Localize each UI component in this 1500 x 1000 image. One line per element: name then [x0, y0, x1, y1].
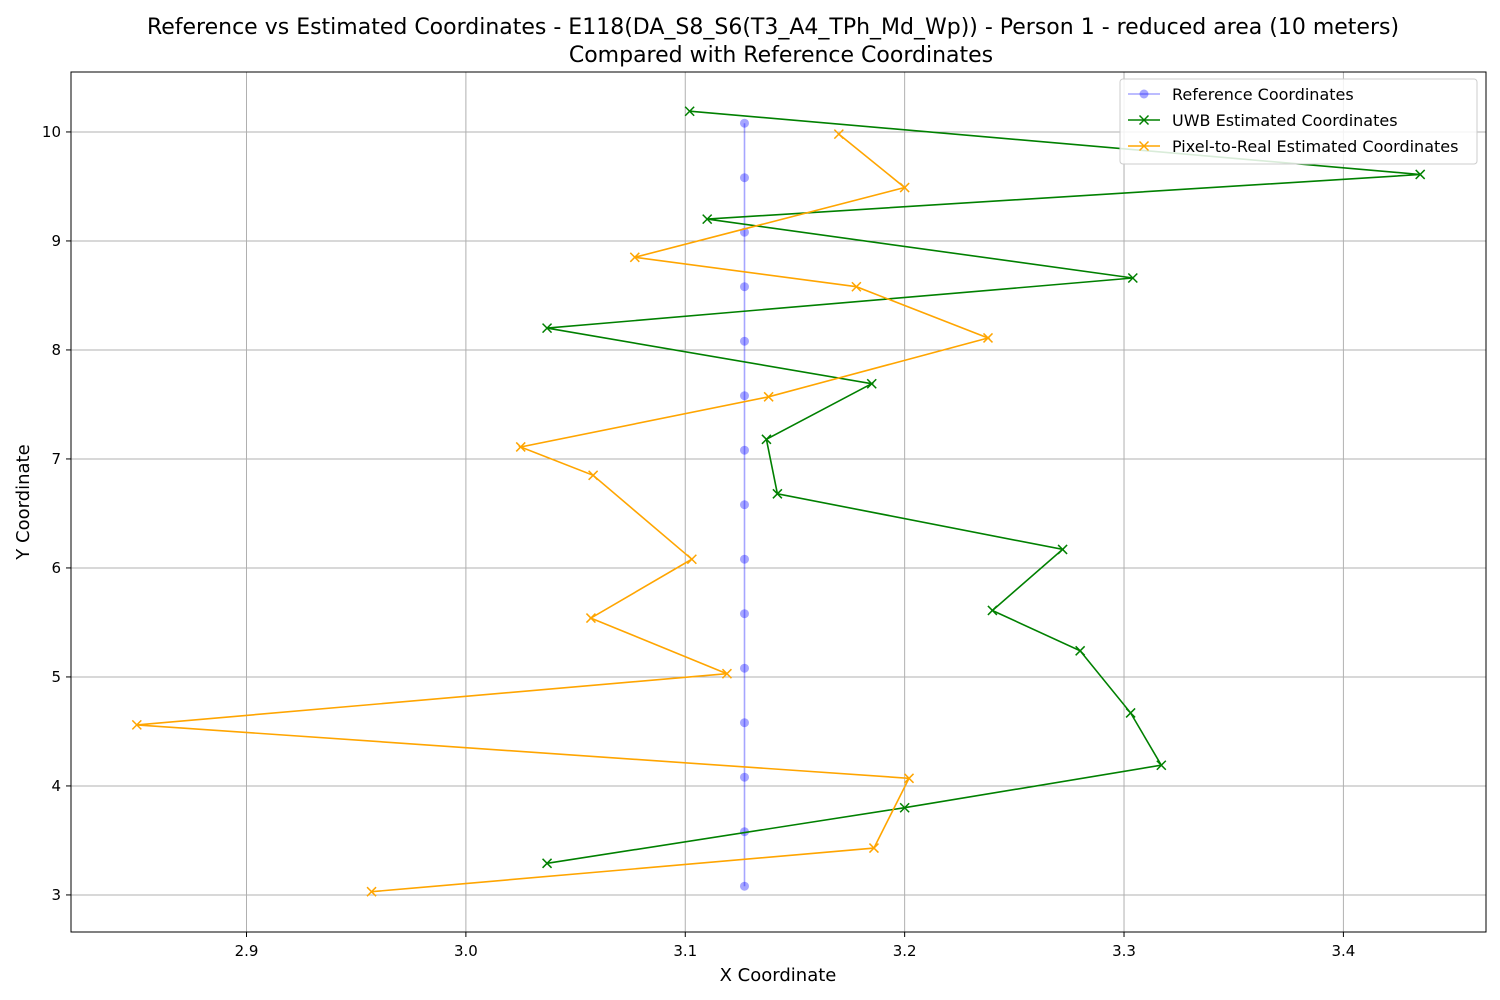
chart-title: Reference vs Estimated Coordinates - E11…	[147, 15, 1399, 40]
data-point	[1127, 272, 1138, 284]
legend-marker	[1139, 89, 1149, 99]
data-point	[131, 719, 142, 730]
data-point	[851, 281, 862, 292]
data-point	[899, 802, 910, 813]
x-axis-ticks: 2.9 3.0 3.1 3.2 3.3 3.4	[235, 932, 1355, 960]
data-point	[868, 843, 879, 854]
y-tick-label: 5	[51, 668, 61, 686]
series-line-1	[546, 110, 1421, 865]
data-point	[1415, 169, 1426, 180]
legend-box	[1119, 78, 1478, 165]
data-point	[739, 336, 749, 346]
data-point	[739, 718, 749, 728]
data-point	[739, 554, 749, 564]
data-point	[739, 609, 749, 619]
legend-label: Pixel-to-Real Estimated Coordinates	[1172, 137, 1458, 156]
data-point	[542, 323, 553, 334]
data-point	[739, 827, 749, 837]
data-point	[542, 858, 553, 869]
legend-marker	[1138, 114, 1150, 126]
data-point	[739, 282, 749, 292]
data-point	[739, 391, 749, 401]
y-axis-label: Y Coordinate	[13, 444, 34, 560]
x-tick-label: 2.9	[235, 942, 259, 960]
data-point	[739, 881, 749, 891]
legend: Reference Coordinates UWB Estimated Coord…	[1119, 78, 1478, 165]
data-point	[739, 663, 749, 673]
data-point	[721, 668, 732, 679]
x-tick-label: 3.3	[1112, 942, 1136, 960]
series-group	[131, 106, 1426, 897]
data-point	[904, 773, 915, 784]
data-point	[588, 470, 599, 481]
data-point	[515, 441, 526, 452]
data-point	[585, 613, 596, 624]
y-tick-label: 6	[51, 559, 61, 577]
data-point	[761, 434, 772, 445]
data-point	[739, 118, 749, 128]
grid	[71, 72, 1486, 932]
data-point	[1075, 645, 1086, 656]
data-point	[702, 214, 713, 225]
data-point	[684, 106, 695, 117]
legend-label: UWB Estimated Coordinates	[1172, 111, 1398, 130]
data-point	[629, 252, 640, 263]
y-tick-label: 8	[51, 341, 61, 359]
data-point	[866, 378, 877, 389]
data-point	[739, 772, 749, 782]
data-point	[686, 554, 697, 565]
data-point	[987, 605, 998, 616]
data-point	[366, 886, 377, 897]
y-tick-label: 7	[51, 450, 61, 468]
chart-subtitle: Compared with Reference Coordinates	[569, 43, 993, 68]
x-tick-label: 3.0	[454, 942, 478, 960]
data-point	[1057, 544, 1068, 555]
data-point	[772, 488, 783, 499]
y-tick-label: 4	[51, 777, 61, 795]
x-axis-label: X Coordinate	[720, 965, 837, 986]
y-axis-ticks: 3 4 5 6 7 8 9 10	[42, 123, 71, 904]
legend-marker	[1138, 140, 1150, 152]
data-point	[739, 500, 749, 510]
x-tick-label: 3.2	[893, 942, 917, 960]
data-point	[1125, 707, 1136, 718]
data-point	[833, 129, 844, 140]
legend-label: Reference Coordinates	[1172, 85, 1354, 104]
data-point	[1156, 760, 1167, 771]
y-tick-label: 10	[42, 123, 61, 141]
data-point	[739, 173, 749, 183]
data-point	[982, 332, 994, 343]
data-point	[739, 445, 749, 455]
y-tick-label: 3	[51, 886, 61, 904]
x-tick-label: 3.4	[1331, 942, 1355, 960]
plot-frame	[70, 71, 1487, 933]
series-line-2	[136, 133, 991, 893]
x-tick-label: 3.1	[673, 942, 697, 960]
y-tick-label: 9	[51, 232, 61, 250]
data-point	[899, 182, 910, 193]
data-point	[763, 391, 774, 402]
